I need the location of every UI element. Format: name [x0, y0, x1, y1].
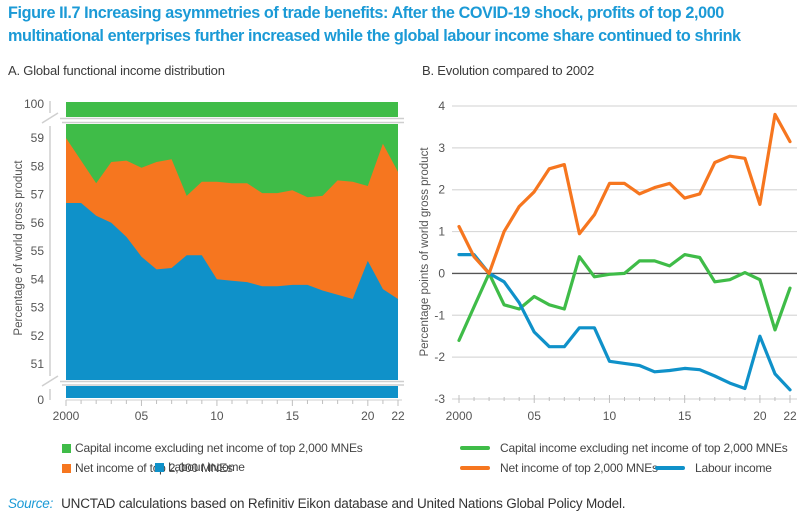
legend-a-net-income-swatch — [62, 463, 71, 473]
axis-break-slash — [41, 375, 59, 387]
legend-b-labour: Labour income — [655, 461, 772, 475]
y-tick-label: 53 — [31, 301, 45, 315]
legend-b-labour-label: Labour income — [695, 461, 772, 475]
legend-b-capital: Capital income excluding net income of t… — [460, 441, 788, 455]
figure-title-line-1: Figure II.7 Increasing asymmetries of tr… — [8, 4, 724, 22]
axis-break-top — [40, 117, 410, 124]
legend-a-net-income-label: Net income of top 2,000 MNEs — [75, 461, 233, 475]
y-tick-label: 100 — [24, 97, 44, 111]
source-text: UNCTAD calculations based on Refinitiv E… — [61, 496, 626, 511]
y-tick-label: 55 — [31, 244, 45, 258]
legend-a-capital-swatch — [62, 443, 71, 453]
y-tick-label: 51 — [31, 357, 45, 371]
chart-a-y-axis-label: Percentage of world gross product — [13, 160, 25, 336]
x-tick-label: 10 — [210, 409, 224, 423]
source-note: Source: UNCTAD calculations based on Refi… — [8, 496, 626, 511]
y-tick-label: 59 — [31, 131, 45, 145]
legend-a-capital: Capital income excluding net income of t… — [62, 441, 363, 455]
y-tick-label: 0 — [37, 393, 44, 407]
legend-b-capital-label: Capital income excluding net income of t… — [500, 441, 788, 455]
axis-break-slash — [41, 112, 59, 124]
y-tick-label: 52 — [31, 329, 45, 343]
legend-b-labour-line — [655, 466, 685, 470]
legend-b-net-income-line — [460, 466, 490, 470]
y-tick-label: 58 — [31, 159, 45, 173]
figure-title: Figure II.7 Increasing asymmetries of tr… — [8, 2, 808, 48]
area-labour — [66, 203, 398, 380]
figure-title-line-2: multinational enterprises further increa… — [8, 27, 741, 45]
x-tick-label: 22 — [391, 409, 405, 423]
y-tick-label: 57 — [31, 188, 45, 202]
source-label: Source: — [8, 496, 54, 511]
x-tick-label: 2000 — [53, 409, 80, 423]
legend-a-net-income: Net income of top 2,000 MNEs — [62, 461, 233, 475]
area-labour-bottom-strip — [66, 386, 398, 398]
x-tick-label: 05 — [135, 409, 149, 423]
area-capital-top-strip — [66, 102, 398, 117]
y-tick-label: 56 — [31, 216, 45, 230]
y-tick-label: 54 — [31, 272, 45, 286]
legend-a-labour: Labour income — [155, 460, 245, 474]
x-tick-label: 15 — [286, 409, 300, 423]
legend-a-labour-label: Labour income — [168, 460, 245, 474]
x-tick-label: 20 — [361, 409, 375, 423]
legend-a-capital-label: Capital income excluding net income of t… — [75, 441, 363, 455]
legend-b-net-income: Net income of top 2,000 MNEs — [460, 461, 658, 475]
panel-a-title: A. Global functional income distribution — [8, 63, 225, 78]
axis-break-bottom — [40, 380, 410, 386]
legend-a-labour-swatch — [155, 462, 164, 472]
legend-b-capital-line — [460, 446, 490, 450]
legend-b-net-income-label: Net income of top 2,000 MNEs — [500, 461, 658, 475]
panel-b-title: B. Evolution compared to 2002 — [422, 63, 594, 78]
